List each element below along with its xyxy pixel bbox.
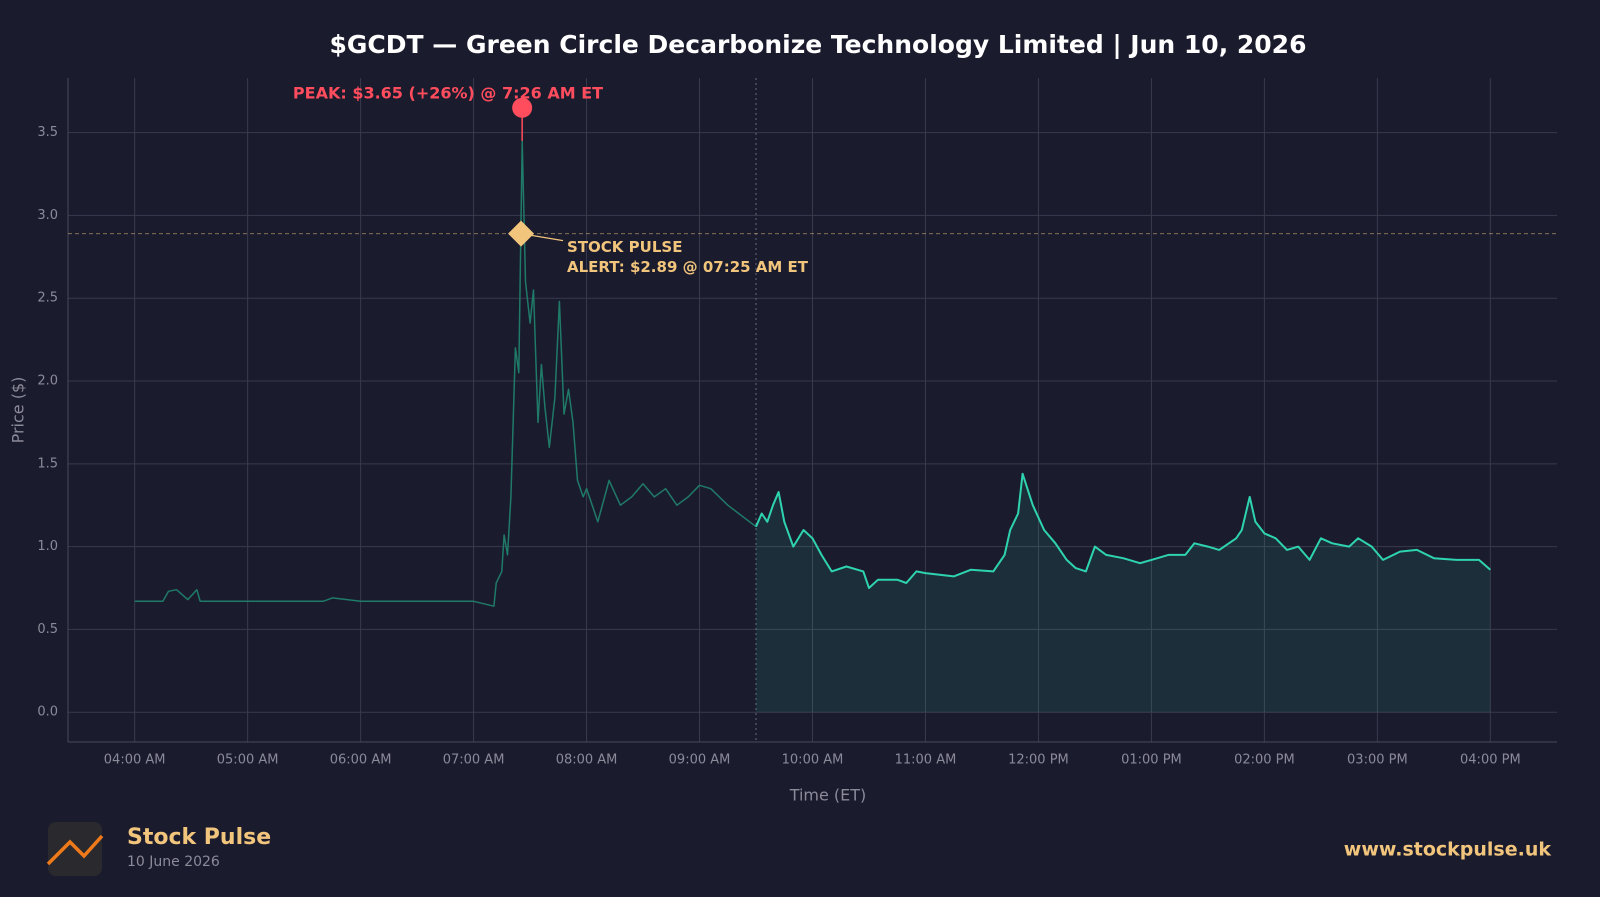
y-tick-label: 1.0 <box>37 539 58 554</box>
x-tick-label: 04:00 PM <box>1460 753 1521 768</box>
brand-date: 10 June 2026 <box>127 854 220 870</box>
y-tick-label: 3.5 <box>37 125 58 140</box>
x-tick-label: 07:00 AM <box>443 753 505 768</box>
y-tick-label: 2.5 <box>37 291 58 306</box>
x-tick-label: 09:00 AM <box>669 753 731 768</box>
alert-label: STOCK PULSE <box>567 238 682 256</box>
alert-marker <box>508 220 535 247</box>
x-tick-label: 03:00 PM <box>1347 753 1408 768</box>
logo <box>46 822 104 876</box>
brand: Stock Pulse <box>127 825 271 850</box>
price-line <box>755 472 1491 589</box>
y-tick-label: 1.5 <box>37 456 58 471</box>
logo-line <box>46 834 104 866</box>
y-tick-label: 0.5 <box>37 622 58 637</box>
x-tick-label: 12:00 PM <box>1008 753 1069 768</box>
y-tick-label: 0.0 <box>37 705 58 720</box>
alert-label: ALERT: $2.89 @ 07:25 AM ET <box>567 258 809 276</box>
peak-label: PEAK: $3.65 (+26%) @ 7:26 AM ET <box>293 83 603 102</box>
y-axis-label: Price ($) <box>9 377 28 444</box>
x-tick-label: 02:00 PM <box>1234 753 1295 768</box>
chart-title: $GCDT — Green Circle Decarbonize Technol… <box>330 30 1307 59</box>
x-tick-label: 08:00 AM <box>556 753 618 768</box>
y-tick-label: 3.0 <box>37 208 58 223</box>
peak-marker <box>512 97 533 118</box>
x-tick-label: 01:00 PM <box>1121 753 1182 768</box>
price-line <box>134 140 757 607</box>
x-tick-label: 05:00 AM <box>217 753 279 768</box>
x-tick-label: 06:00 AM <box>330 753 392 768</box>
x-tick-label: 11:00 AM <box>895 753 957 768</box>
website: www.stockpulse.uk <box>1344 839 1552 861</box>
x-tick-label: 04:00 AM <box>104 753 166 768</box>
y-tick-label: 2.0 <box>37 374 58 389</box>
x-tick-label: 10:00 AM <box>782 753 844 768</box>
x-axis-label: Time (ET) <box>789 786 867 805</box>
area <box>756 473 1491 713</box>
